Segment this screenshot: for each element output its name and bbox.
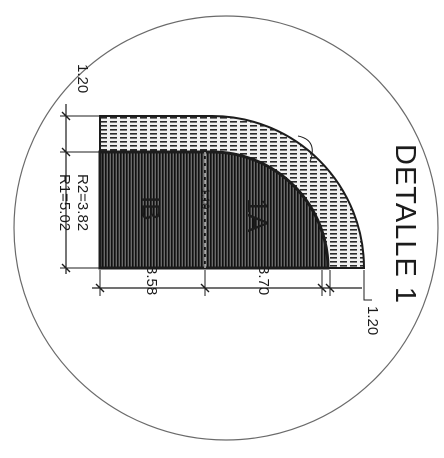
dim-bottom-mid: 3.70 bbox=[255, 266, 272, 295]
detail-circle bbox=[13, 15, 439, 441]
detail-title: DETALLE 1 bbox=[389, 144, 421, 304]
dim-bottom-left: 3.58 bbox=[143, 266, 160, 295]
radius-r1-label: R1=5.02 bbox=[56, 174, 73, 231]
dim-bottom-right: 1.20 bbox=[364, 306, 381, 335]
dim-inner-mid: 1.10 bbox=[199, 188, 211, 209]
radius-r2-label: R2=3.82 bbox=[74, 174, 91, 231]
dim-left-top: 1.20 bbox=[74, 64, 91, 93]
zone-ib-region bbox=[98, 150, 330, 270]
zone-ib-label: IB bbox=[136, 196, 166, 221]
zone-1a-label: 1A bbox=[242, 198, 273, 233]
